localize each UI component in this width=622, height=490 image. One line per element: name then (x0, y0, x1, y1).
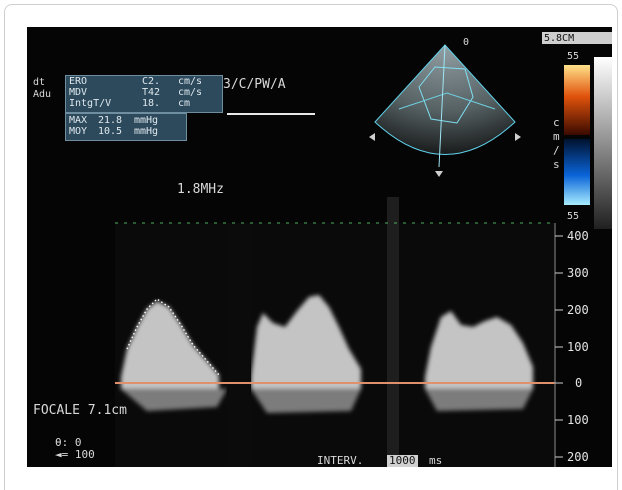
scale-label-neg100: 100 (567, 413, 589, 427)
color-scale-top: 55 (567, 51, 580, 62)
meas-mdv-value: T42 (142, 87, 161, 98)
focale-label: FOCALE 7.1cm (33, 403, 127, 418)
meas-ero-value: C2. (142, 76, 161, 87)
angle-label: θ: 0 (55, 436, 82, 449)
ultrasound-screen: dt Adu ERO C2. cm/s MDV T42 cm/s IntgT/V… (27, 27, 612, 467)
meas-moy-label: MOY (69, 126, 88, 137)
depth-marker: 0 (463, 37, 470, 48)
color-unit-s: s (553, 158, 560, 171)
meas-mdv-label: MDV (69, 87, 88, 98)
doppler-graphics (115, 32, 612, 467)
meas-max-value: 21.8 (98, 115, 123, 126)
interval-value: 1000 (387, 454, 418, 467)
color-unit-m: m (553, 130, 560, 143)
scale-label-400: 400 (567, 229, 589, 243)
top-right-tag: 5.8CM (544, 33, 575, 44)
echo-sector (369, 44, 521, 177)
interval-unit: ms (429, 454, 443, 467)
meas-moy-unit: mmHg (134, 126, 159, 137)
color-scale-bottom: 55 (567, 211, 580, 222)
scale-label-200: 200 (567, 303, 589, 317)
scale-label-100: 100 (567, 340, 589, 354)
color-unit-slash: / (553, 144, 560, 157)
meas-intg-value: 18. (142, 98, 161, 109)
interval-label: INTERV. (317, 454, 364, 467)
scale-label-neg200: 200 (567, 450, 589, 464)
label-adu: Adu (33, 89, 52, 100)
scale-label-300: 300 (567, 266, 589, 280)
meas-intg-unit: cm (178, 98, 191, 109)
color-unit-c: c (553, 116, 560, 129)
meas-ero-unit: cm/s (178, 76, 203, 87)
doppler-spectrum (115, 197, 563, 467)
meas-ero-label: ERO (69, 76, 88, 87)
meas-max-label: MAX (69, 115, 88, 126)
frequency-label: 1.8MHz (177, 182, 224, 197)
label-dt: dt (33, 77, 46, 88)
meas-moy-value: 10.5 (98, 126, 123, 137)
mode-text: 3/C/PW/A (223, 77, 286, 92)
meas-max-unit: mmHg (134, 115, 159, 126)
measurement-panel: ERO C2. cm/s MDV T42 cm/s IntgT/V 18. cm (65, 75, 223, 113)
image-frame: dt Adu ERO C2. cm/s MDV T42 cm/s IntgT/V… (4, 4, 618, 490)
scale-label-0: 0 (575, 376, 583, 390)
pressure-panel: MAX 21.8 mmHg MOY 10.5 mmHg (65, 113, 187, 141)
color-scale-bar (542, 32, 612, 229)
meas-intg-label: IntgT/V (69, 98, 112, 109)
angle-label-2: ◄= 100 (55, 448, 95, 461)
meas-mdv-unit: cm/s (178, 87, 203, 98)
